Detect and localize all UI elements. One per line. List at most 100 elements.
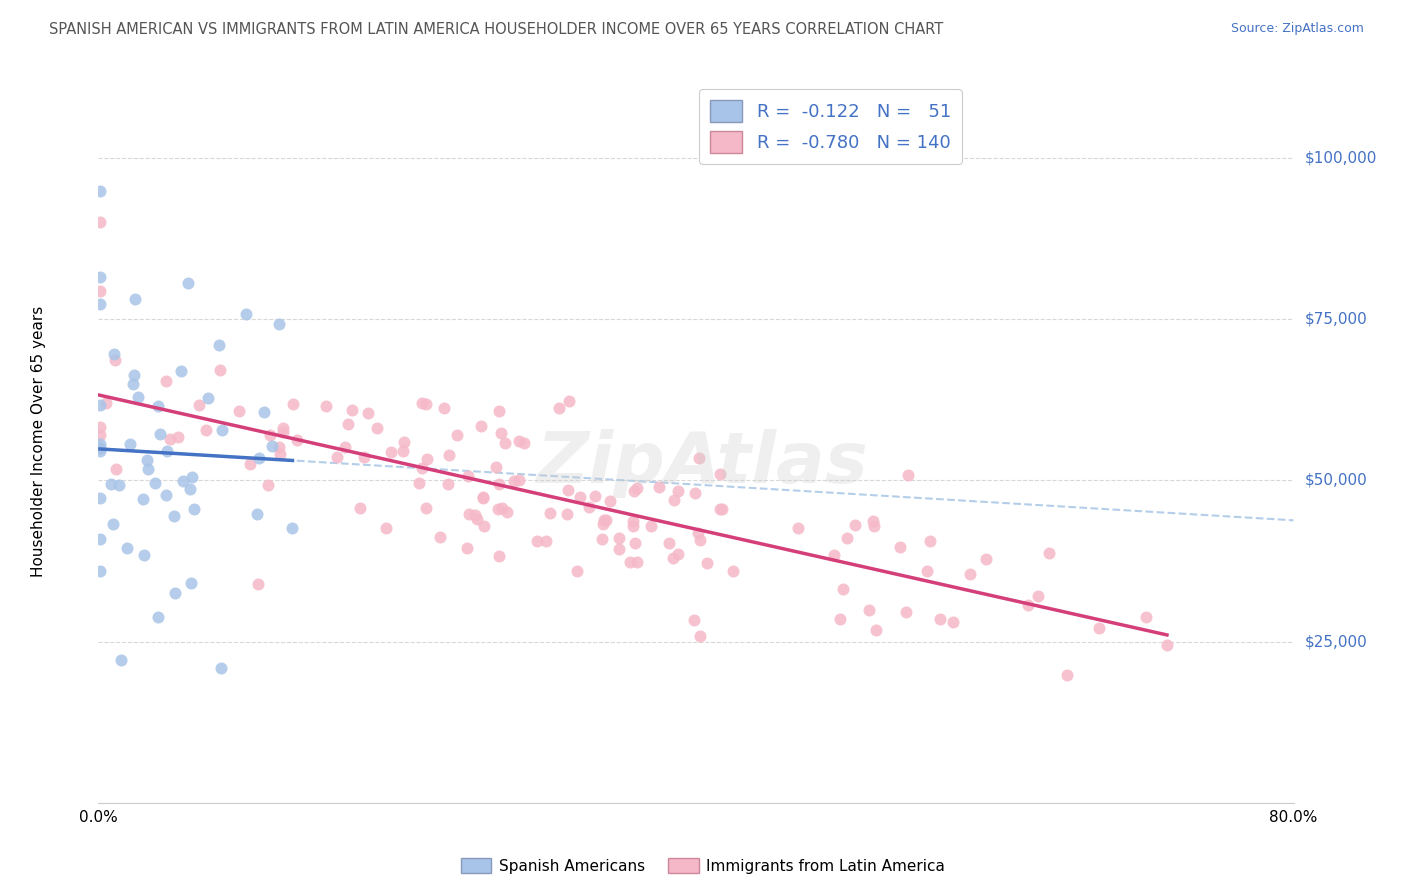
Point <box>89 270 111 285</box>
Text: Householder Income Over 65 years: Householder Income Over 65 years <box>31 306 46 577</box>
Point <box>1135 609 1157 624</box>
Point <box>163 508 186 523</box>
Point <box>858 603 880 617</box>
Point <box>180 575 202 590</box>
Point <box>1156 638 1178 652</box>
Point <box>709 467 731 481</box>
Point <box>472 490 495 504</box>
Point <box>89 428 111 442</box>
Point <box>831 582 853 597</box>
Point <box>844 518 866 533</box>
Text: $100,000: $100,000 <box>1305 150 1376 165</box>
Point <box>340 403 363 417</box>
Point <box>89 444 111 458</box>
Point <box>619 555 641 569</box>
Point <box>271 421 294 435</box>
Point <box>104 353 127 368</box>
Point <box>209 661 232 675</box>
Point <box>437 476 460 491</box>
Point <box>688 526 710 541</box>
Point <box>149 426 172 441</box>
Point <box>281 397 304 411</box>
Point <box>155 374 177 388</box>
Point <box>100 477 122 491</box>
Point <box>889 540 911 554</box>
Legend: Spanish Americans, Immigrants from Latin America: Spanish Americans, Immigrants from Latin… <box>454 852 952 880</box>
Point <box>915 564 938 578</box>
Point <box>689 533 711 548</box>
Point <box>269 447 291 461</box>
Text: SPANISH AMERICAN VS IMMIGRANTS FROM LATIN AMERICA HOUSEHOLDER INCOME OVER 65 YEA: SPANISH AMERICAN VS IMMIGRANTS FROM LATI… <box>49 22 943 37</box>
Point <box>685 486 707 500</box>
Point <box>211 423 233 437</box>
Point <box>357 406 380 420</box>
Point <box>197 392 219 406</box>
Point <box>415 500 437 515</box>
Point <box>124 292 146 306</box>
Point <box>349 500 371 515</box>
Point <box>155 488 177 502</box>
Point <box>897 468 920 483</box>
Legend: R =  -0.122   N =   51, R =  -0.780   N = 140: R = -0.122 N = 51, R = -0.780 N = 140 <box>699 89 962 164</box>
Point <box>862 514 884 528</box>
Point <box>1088 621 1111 635</box>
Point <box>828 612 851 626</box>
Point <box>89 491 111 505</box>
Point <box>380 444 402 458</box>
Point <box>824 549 846 563</box>
Point <box>491 500 513 515</box>
Point <box>464 508 486 522</box>
Point <box>89 284 111 298</box>
Point <box>928 612 950 626</box>
Point <box>132 548 155 562</box>
Point <box>920 534 942 549</box>
Point <box>366 421 388 435</box>
Point <box>709 501 731 516</box>
Point <box>662 492 685 507</box>
Point <box>269 440 291 454</box>
Point <box>959 567 981 582</box>
Point <box>624 535 647 549</box>
Point <box>146 399 169 413</box>
Point <box>710 501 733 516</box>
Point <box>502 475 524 489</box>
Point <box>446 427 468 442</box>
Point <box>508 473 530 487</box>
Point <box>408 476 430 491</box>
Point <box>683 613 706 627</box>
Point <box>183 502 205 516</box>
Point <box>257 477 280 491</box>
Point <box>688 450 710 465</box>
Point <box>555 507 578 521</box>
Point <box>508 434 530 448</box>
Point <box>411 395 433 409</box>
Point <box>179 483 201 497</box>
Point <box>696 556 718 570</box>
Point <box>246 577 269 591</box>
Point <box>457 468 479 483</box>
Point <box>1056 668 1078 682</box>
Point <box>103 346 125 360</box>
Point <box>491 425 513 440</box>
Point <box>591 533 613 547</box>
Point <box>156 444 179 458</box>
Point <box>325 450 347 464</box>
Point <box>593 513 616 527</box>
Point <box>115 541 138 555</box>
Point <box>188 399 211 413</box>
Point <box>485 460 508 475</box>
Point <box>89 441 111 455</box>
Point <box>89 420 111 434</box>
Point <box>392 434 415 449</box>
Point <box>863 519 886 533</box>
Point <box>131 492 153 507</box>
Point <box>247 450 270 465</box>
Point <box>865 623 887 637</box>
Point <box>136 452 159 467</box>
Point <box>89 437 111 451</box>
Text: ZipAtlas: ZipAtlas <box>537 429 869 499</box>
Point <box>353 450 375 464</box>
Point <box>607 541 630 556</box>
Point <box>1038 546 1060 560</box>
Point <box>94 396 117 410</box>
